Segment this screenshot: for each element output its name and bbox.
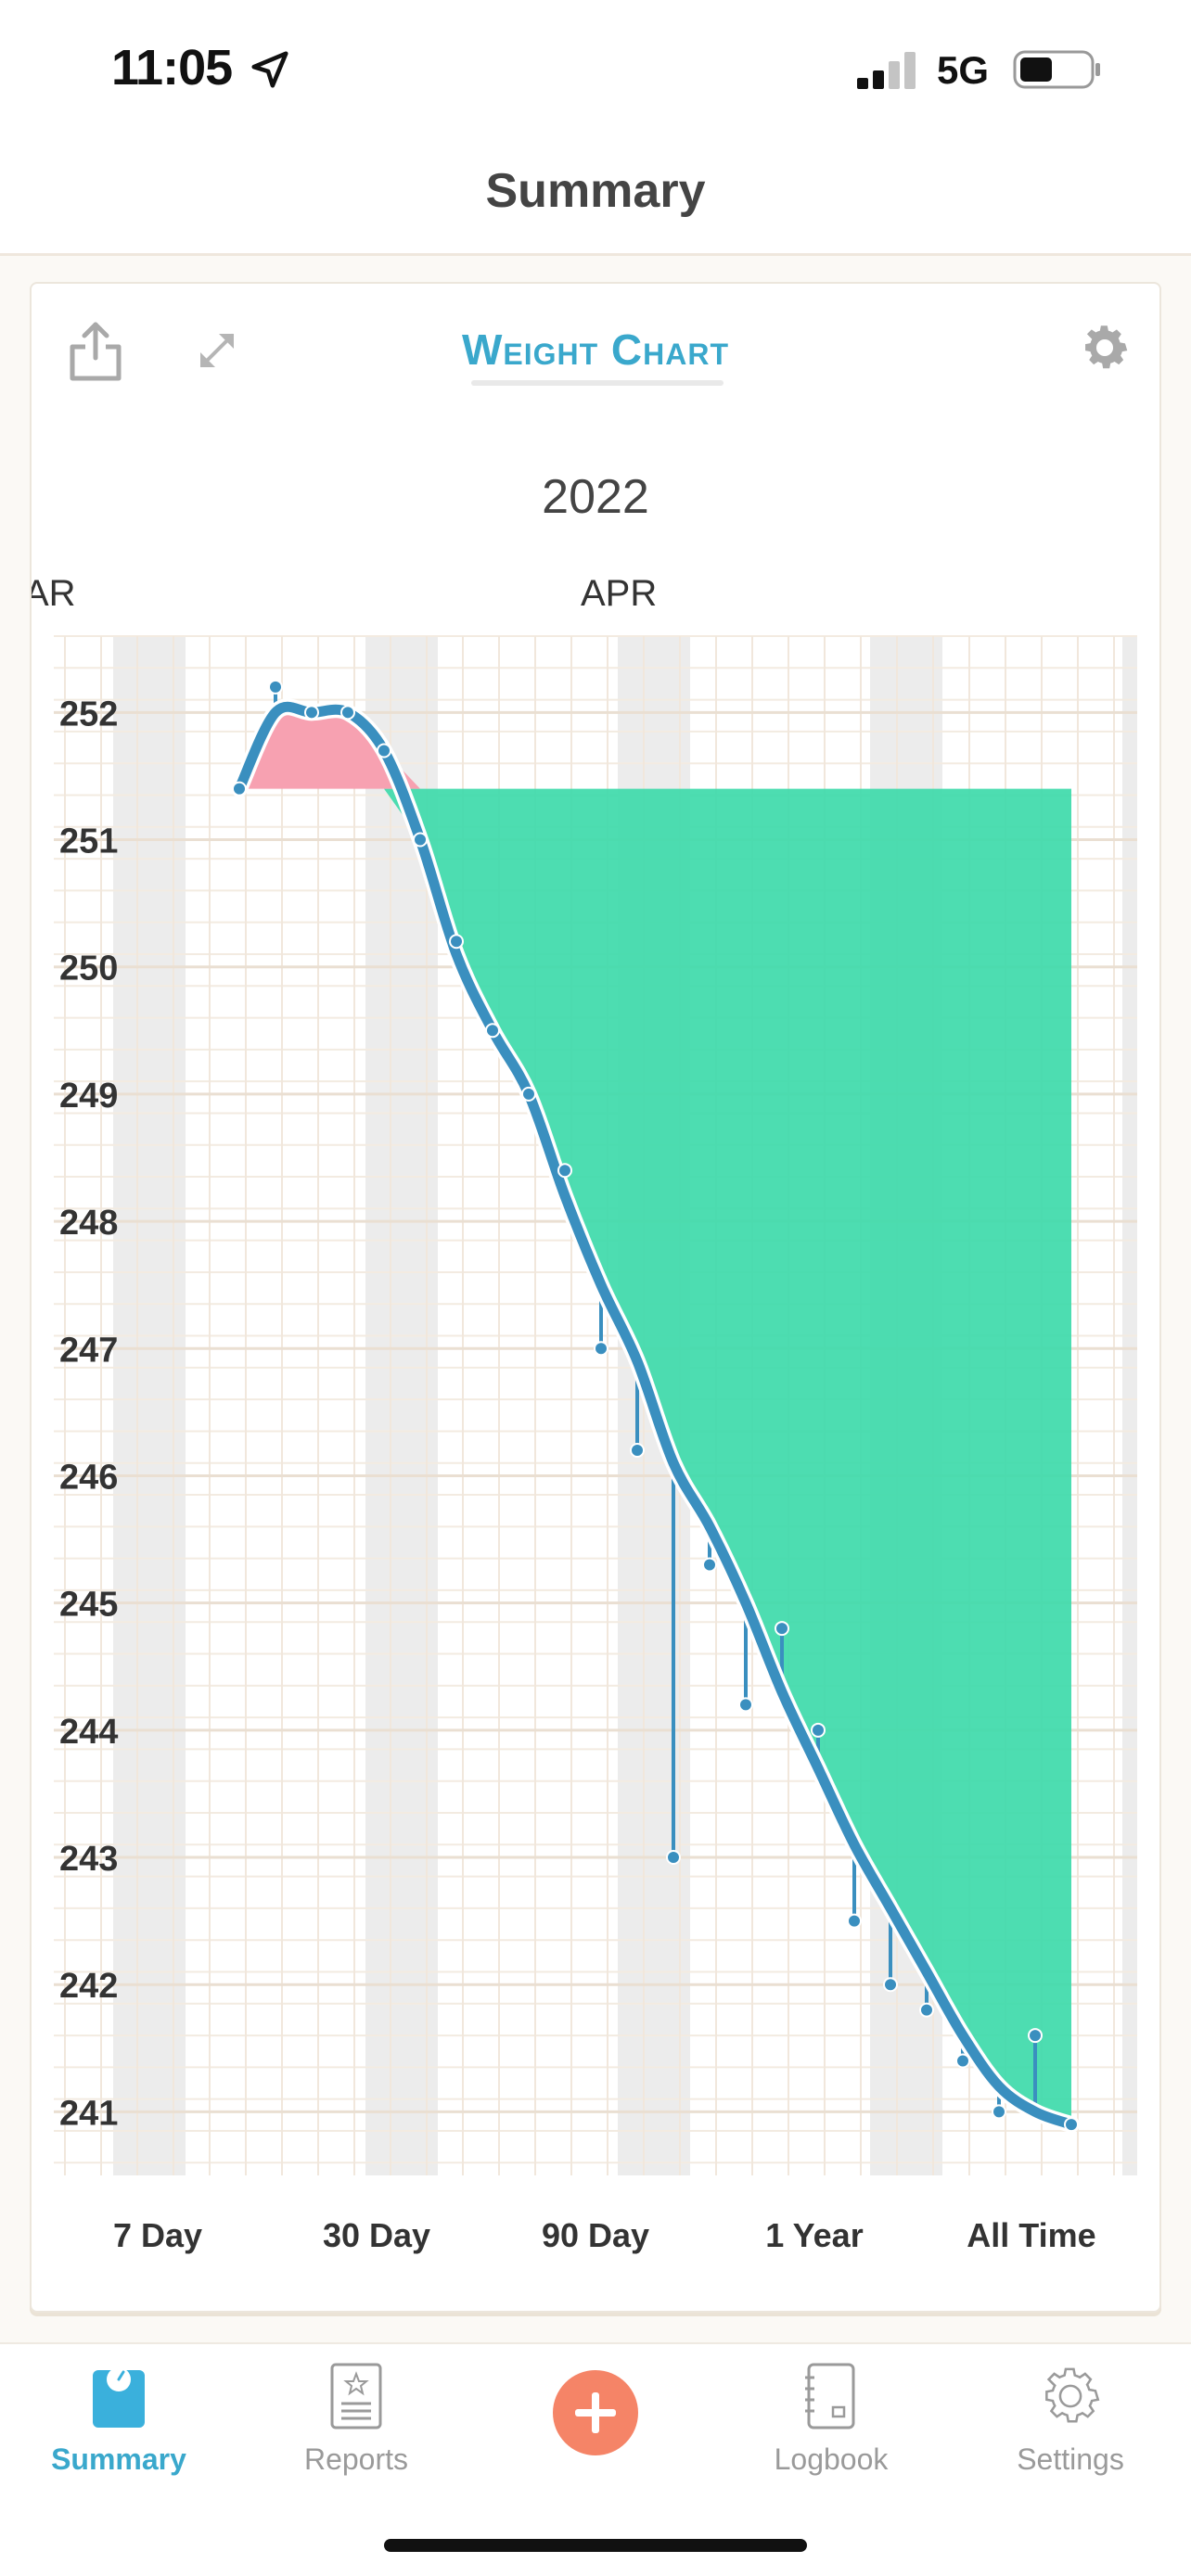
data-point (521, 1086, 536, 1102)
data-point (811, 1722, 826, 1738)
logbook-icon (805, 2363, 855, 2429)
month-label-apr: APR (581, 573, 658, 614)
data-point (630, 1443, 645, 1459)
data-point (1064, 2117, 1079, 2133)
data-point (666, 1850, 681, 1866)
data-point (232, 781, 247, 797)
data-point (485, 1023, 500, 1039)
data-point (883, 1977, 898, 1993)
card-header: Weight Chart (32, 284, 1159, 423)
y-tick-label: 241 (59, 2094, 118, 2133)
signal-bars-icon (857, 52, 916, 89)
range-90-day-button[interactable]: 90 Day (541, 2216, 650, 2254)
range-1-year-button[interactable]: 1 Year (765, 2216, 864, 2254)
location-arrow-icon (251, 51, 288, 88)
weekend-band (113, 636, 186, 2175)
data-point (413, 832, 428, 848)
page-title: Summary (485, 164, 706, 218)
y-tick-label: 248 (59, 1204, 118, 1243)
y-tick-label: 246 (59, 1458, 118, 1497)
data-point (1028, 2028, 1043, 2044)
gear-icon[interactable] (1076, 319, 1133, 376)
data-point (594, 1341, 608, 1357)
data-point (847, 1913, 862, 1929)
range-7-day-button[interactable]: 7 Day (112, 2216, 203, 2254)
status-time: 11:05 (111, 40, 233, 96)
report-icon (330, 2363, 382, 2429)
y-tick-label: 252 (59, 695, 118, 733)
tab-settings[interactable]: Settings (968, 2361, 1172, 2477)
y-tick-label: 243 (59, 1840, 118, 1879)
tab-reports[interactable]: Reports (254, 2361, 458, 2477)
month-row: AR APR (32, 562, 1159, 627)
tab-label-summary: Summary (51, 2442, 186, 2476)
weight-gain-area (239, 712, 1071, 789)
data-point (377, 743, 391, 759)
data-point (557, 1163, 572, 1179)
status-bar: 11:05 5G (0, 0, 1191, 139)
network-label: 5G (937, 48, 990, 92)
y-tick-label: 250 (59, 950, 118, 988)
data-point (304, 705, 319, 721)
settings-gear-icon (1045, 2367, 1100, 2423)
nav-bar: Summary (0, 139, 1191, 256)
data-point (992, 2104, 1006, 2120)
data-point (775, 1621, 789, 1637)
data-point (738, 1697, 753, 1713)
tab-label-logbook: Logbook (774, 2442, 889, 2476)
tab-logbook[interactable]: Logbook (729, 2361, 933, 2477)
tab-summary[interactable]: Summary (17, 2361, 221, 2477)
data-point (340, 705, 355, 721)
y-tick-label: 247 (59, 1331, 118, 1370)
home-indicator (384, 2539, 807, 2552)
weight-loss-area (239, 788, 1071, 2125)
range-30-day-button[interactable]: 30 Day (322, 2216, 431, 2254)
data-point (702, 1557, 717, 1573)
add-entry-button[interactable] (553, 2370, 638, 2455)
month-label-prev: AR (32, 573, 76, 614)
y-tick-label: 251 (59, 823, 118, 861)
chart-title[interactable]: Weight Chart (461, 325, 730, 374)
expand-icon[interactable] (189, 323, 245, 378)
tab-label-reports: Reports (303, 2442, 409, 2476)
y-tick-label: 245 (59, 1586, 118, 1625)
scale-icon (93, 2367, 145, 2428)
y-tick-label: 244 (59, 1713, 118, 1752)
range-selector: 7 Day 30 Day 90 Day 1 Year All Time (30, 2207, 1161, 2281)
share-icon[interactable] (67, 319, 124, 384)
title-underline (471, 380, 724, 386)
tab-label-settings: Settings (1017, 2442, 1124, 2476)
year-label: 2022 (542, 470, 649, 524)
range-all-time-button[interactable]: All Time (967, 2216, 1096, 2254)
data-point (449, 934, 464, 950)
data-point (919, 2002, 934, 2018)
y-tick-label: 242 (59, 1967, 118, 2006)
y-tick-label: 249 (59, 1077, 118, 1116)
data-point (268, 679, 283, 695)
data-point (955, 2053, 970, 2069)
trend-line (234, 701, 1077, 2130)
battery-icon (1013, 50, 1100, 89)
weekend-band (1122, 636, 1137, 2175)
